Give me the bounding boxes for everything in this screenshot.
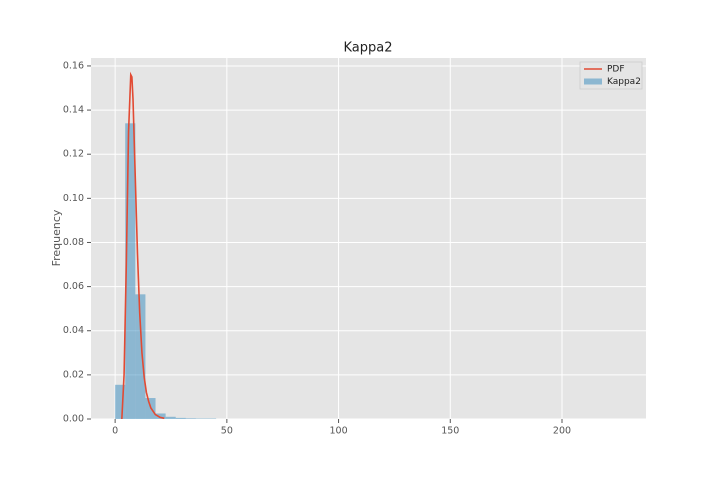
x-tick-label: 0	[112, 426, 118, 437]
y-tick-label: 0.08	[63, 237, 84, 248]
legend-label: PDF	[607, 65, 625, 75]
y-tick-label: 0.12	[63, 149, 84, 160]
histogram-bar	[176, 418, 186, 419]
y-tick-label: 0.10	[63, 193, 84, 204]
x-tick-label: 150	[441, 426, 459, 437]
legend-swatch	[584, 79, 602, 85]
y-axis-label: Frequency	[50, 209, 63, 266]
chart-title: Kappa2	[343, 41, 392, 56]
legend-label: Kappa2	[607, 77, 641, 87]
y-tick-label: 0.00	[63, 414, 84, 425]
y-tick-label: 0.06	[63, 281, 84, 292]
x-tick-label: 200	[553, 426, 571, 437]
y-tick-label: 0.04	[63, 325, 84, 336]
plot-background	[91, 58, 646, 419]
histogram-bar	[166, 417, 176, 419]
x-tick-label: 100	[329, 426, 347, 437]
histogram-bar	[186, 418, 196, 419]
y-tick-label: 0.14	[63, 105, 84, 116]
y-tick-label: 0.16	[63, 60, 84, 71]
y-tick-label: 0.02	[63, 369, 84, 380]
x-tick-label: 50	[221, 426, 233, 437]
